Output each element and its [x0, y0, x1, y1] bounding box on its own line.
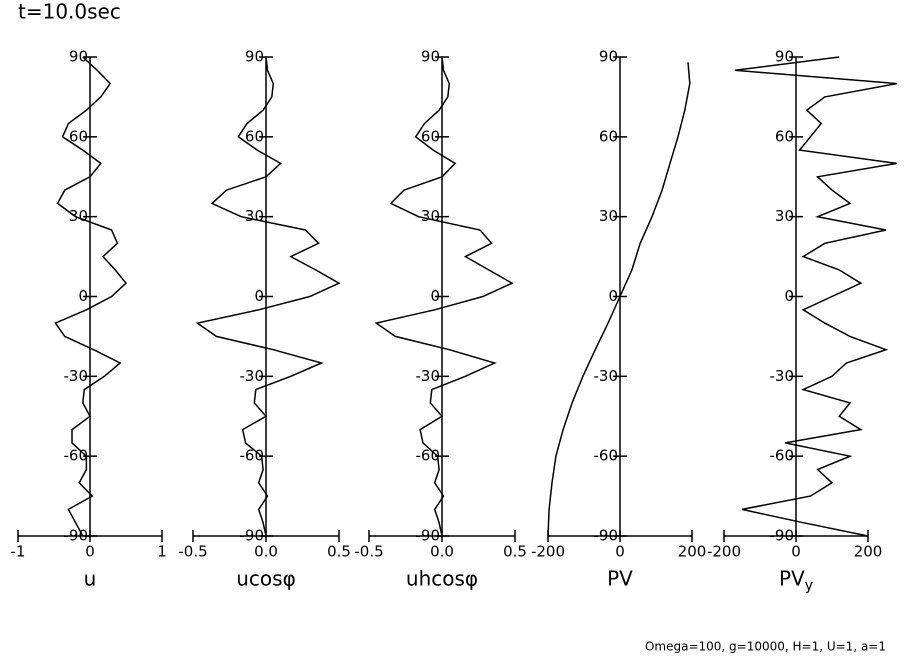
figure-title: t=10.0sec	[18, 0, 121, 24]
profile-line	[734, 56, 897, 537]
x-tick-label: 0	[791, 543, 801, 561]
y-tick-label: 0	[608, 287, 618, 305]
y-tick-label: -30	[416, 367, 441, 385]
y-tick-label: 30	[69, 207, 88, 225]
y-tick-label: -30	[240, 367, 265, 385]
x-tick-label: 0	[85, 543, 95, 561]
y-tick-label: -90	[770, 527, 795, 545]
y-tick-label: -60	[416, 447, 441, 465]
y-tick-label: 90	[421, 48, 440, 66]
x-tick-label: 0.0	[254, 543, 278, 561]
x-tick-label: 200	[678, 543, 707, 561]
y-tick-label: 60	[245, 127, 264, 145]
y-tick-label: 90	[245, 48, 264, 66]
y-tick-label: 0	[430, 287, 440, 305]
profile-line	[547, 62, 691, 537]
y-tick-label: 90	[599, 48, 618, 66]
y-tick-label: 30	[245, 207, 264, 225]
x-tick-label: 0.0	[430, 543, 454, 561]
x-tick-label: 0.5	[327, 543, 351, 561]
x-axis-label: PV	[607, 567, 633, 591]
x-tick-label: -200	[707, 543, 741, 561]
y-tick-label: -90	[416, 527, 441, 545]
x-tick-label: 200	[854, 543, 883, 561]
profile-line	[195, 56, 341, 537]
x-tick-label: 1	[157, 543, 167, 561]
y-tick-label: 60	[599, 127, 618, 145]
y-tick-label: 60	[421, 127, 440, 145]
y-tick-label: 30	[421, 207, 440, 225]
y-tick-label: -90	[240, 527, 265, 545]
footnote: Omega=100, g=10000, H=1, U=1, a=1	[645, 640, 886, 654]
x-tick-label: -0.5	[354, 543, 383, 561]
y-tick-label: -30	[770, 367, 795, 385]
y-tick-label: -60	[240, 447, 265, 465]
y-tick-label: 30	[599, 207, 618, 225]
y-tick-label: 60	[69, 127, 88, 145]
profile-line	[374, 56, 514, 537]
x-tick-label: 0.5	[503, 543, 527, 561]
y-tick-label: 90	[775, 48, 794, 66]
y-tick-label: -90	[64, 527, 89, 545]
x-tick-label: 0	[615, 543, 625, 561]
x-tick-label: -200	[531, 543, 565, 561]
y-tick-label: -60	[770, 447, 795, 465]
y-tick-label: 0	[254, 287, 264, 305]
x-tick-label: -1	[11, 543, 26, 561]
x-axis-label-subscript: y	[805, 578, 813, 594]
y-tick-label: -60	[594, 447, 619, 465]
y-tick-label: -90	[594, 527, 619, 545]
y-tick-label: 90	[69, 48, 88, 66]
x-tick-label: -0.5	[178, 543, 207, 561]
x-axis-label: u	[84, 567, 97, 591]
y-tick-label: 60	[775, 127, 794, 145]
y-tick-label: 30	[775, 207, 794, 225]
y-tick-label: 0	[78, 287, 88, 305]
x-axis-label: uhcosφ	[406, 567, 478, 591]
y-tick-label: -60	[64, 447, 89, 465]
y-tick-label: -30	[594, 367, 619, 385]
profile-line	[54, 56, 128, 537]
y-tick-label: 0	[784, 287, 794, 305]
x-axis-label: ucosφ	[236, 567, 296, 591]
y-tick-label: -30	[64, 367, 89, 385]
